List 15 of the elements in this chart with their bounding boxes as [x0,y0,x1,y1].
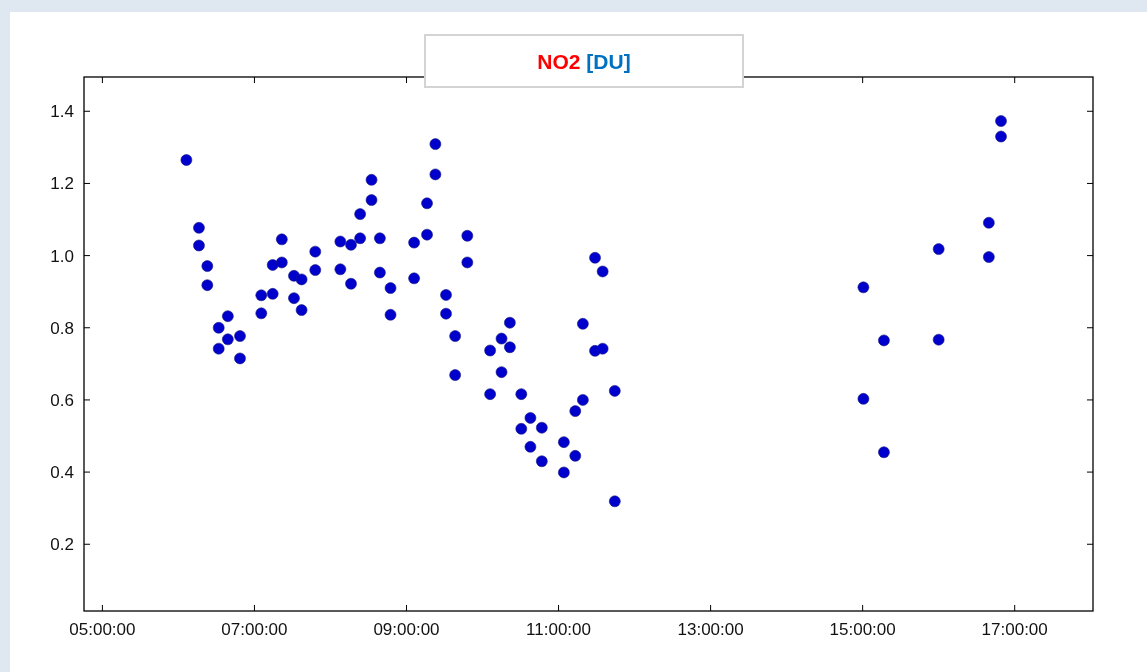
x-tick-label: 05:00:00 [69,620,136,639]
x-tick-label: 17:00:00 [981,620,1048,639]
y-tick-label: 1.2 [50,174,74,194]
y-tick-label: 1.4 [50,102,74,122]
x-tick-label: 07:00:00 [221,620,288,639]
x-tick-label: 13:00:00 [677,620,744,639]
y-tick-label: 0.4 [50,463,74,483]
x-tick-label: 09:00:00 [373,620,440,639]
x-tick-label: 15:00:00 [829,620,896,639]
x-tick-label: 11:00:00 [526,620,592,639]
y-tick-label: 1.0 [50,246,74,266]
y-tick-label: 0.8 [50,318,74,338]
chart-title: NO2 [DU] [537,50,631,73]
y-tick-label: 0.2 [50,535,74,555]
y-tick-label: 0.6 [50,390,74,410]
